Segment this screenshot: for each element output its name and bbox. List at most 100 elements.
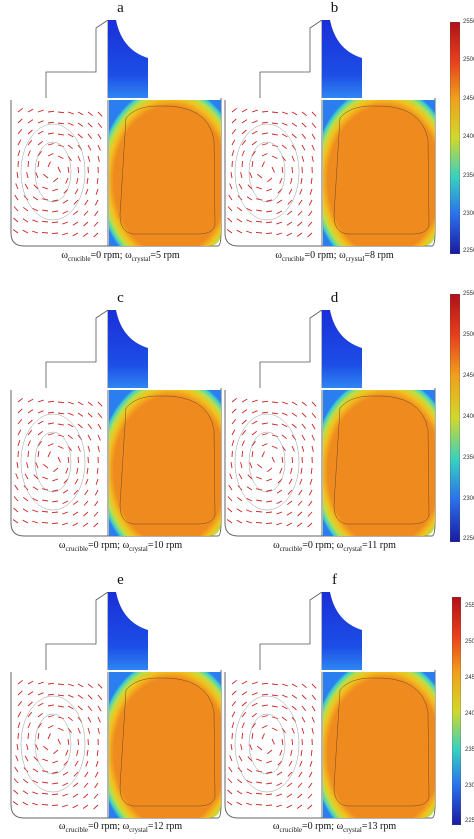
velocity-arrow: [32, 802, 39, 806]
velocity-arrow: [26, 462, 29, 469]
velocity-arrow: [97, 155, 100, 162]
panel-letter: f: [332, 572, 337, 588]
velocity-arrow: [32, 779, 39, 784]
velocity-arrow: [57, 683, 65, 686]
velocity-arrow: [13, 206, 19, 212]
velocity-arrow: [256, 209, 263, 212]
velocity-arrow: [281, 144, 287, 150]
velocity-arrow: [241, 691, 248, 696]
velocity-arrow: [286, 793, 293, 798]
velocity-arrow: [94, 489, 99, 496]
velocity-arrow: [37, 681, 44, 685]
velocity-arrow: [57, 738, 61, 745]
velocity-arrow: [35, 172, 39, 179]
velocity-arrow: [261, 411, 268, 414]
velocity-arrow: [57, 133, 64, 136]
panel-f: f ωcrucible=0 rpm; ωcrystal=13 rpm: [222, 572, 447, 837]
panel-letter: a: [117, 0, 124, 16]
velocity-arrow: [13, 778, 19, 784]
crystal-outline: [259, 20, 323, 98]
simulation-plot: [224, 310, 436, 537]
velocity-arrow: [228, 194, 233, 201]
velocity-arrow: [271, 401, 279, 404]
velocity-arrow: [82, 804, 89, 809]
velocity-arrow: [261, 433, 268, 436]
velocity-arrow: [52, 489, 59, 492]
velocity-arrow: [297, 511, 303, 517]
velocity-arrow: [241, 429, 247, 436]
velocity-arrow: [57, 166, 61, 173]
velocity-arrow: [251, 161, 254, 168]
panel-c: c ωcrucible=0 rpm; ωcrystal=10 rpm: [8, 290, 233, 555]
velocity-arrow: [311, 401, 317, 407]
velocity-arrow: [47, 161, 51, 168]
velocity-arrow: [87, 705, 93, 711]
velocity-arrow: [261, 400, 269, 403]
velocity-arrow: [53, 467, 59, 473]
velocity-arrow: [276, 782, 283, 787]
velocity-arrow: [291, 166, 294, 174]
velocity-arrow: [291, 111, 298, 116]
velocity-arrow: [237, 496, 243, 502]
velocity-arrow: [83, 210, 89, 216]
velocity-arrow: [251, 109, 258, 113]
velocity-arrow: [231, 139, 236, 146]
velocity-arrow: [77, 111, 84, 116]
velocity-arrow: [291, 133, 297, 139]
melt-temperature-field: [323, 390, 435, 536]
velocity-arrow: [62, 489, 69, 494]
velocity-arrow: [77, 738, 80, 746]
velocity-arrow: [307, 522, 313, 528]
velocity-arrow: [65, 177, 69, 184]
colorbar-gradient: [450, 22, 460, 254]
velocity-arrow: [47, 725, 54, 729]
velocity-arrow: [310, 749, 313, 756]
velocity-arrow: [256, 781, 263, 784]
velocity-arrow: [47, 132, 54, 135]
velocity-arrow: [229, 473, 233, 480]
colorbar-tick: 2550: [465, 603, 474, 609]
velocity-arrow: [230, 462, 233, 469]
velocity-arrow: [67, 423, 74, 428]
velocity-arrow: [67, 705, 74, 710]
velocity-arrow: [32, 497, 39, 502]
velocity-arrow: [77, 412, 84, 417]
velocity-arrow: [308, 489, 313, 496]
velocity-arrow: [17, 419, 23, 425]
circulation-loop: [34, 713, 72, 775]
velocity-arrow: [83, 511, 89, 517]
velocity-field: [12, 107, 103, 238]
velocity-arrow: [230, 172, 233, 179]
velocity-arrow: [26, 172, 29, 179]
velocity-arrow: [241, 398, 248, 403]
velocity-arrow: [47, 704, 54, 707]
velocity-arrow: [256, 488, 263, 491]
velocity-arrow: [231, 129, 237, 135]
velocity-arrow: [301, 445, 305, 452]
velocity-arrow: [17, 679, 23, 685]
velocity-arrow: [42, 476, 49, 480]
velocity-arrow: [281, 423, 288, 428]
velocity-arrow: [279, 749, 283, 756]
velocity-arrow: [257, 173, 263, 179]
velocity-arrow: [26, 744, 29, 751]
velocity-arrow: [286, 522, 293, 527]
velocity-arrow: [93, 522, 99, 528]
velocity-arrow: [77, 445, 81, 452]
velocity-arrow: [256, 758, 263, 762]
velocity-arrow: [35, 462, 39, 469]
velocity-arrow: [309, 760, 313, 767]
crystal-temperature-field: [322, 20, 362, 98]
velocity-arrow: [23, 778, 29, 784]
velocity-arrow: [291, 738, 294, 746]
velocity-arrow: [73, 199, 79, 205]
velocity-arrow: [77, 401, 84, 406]
velocity-arrow: [51, 804, 59, 807]
velocity-arrow: [311, 412, 317, 418]
velocity-arrow: [22, 229, 29, 234]
velocity-arrow: [299, 760, 303, 767]
velocity-arrow: [301, 412, 307, 418]
velocity-arrow: [51, 221, 59, 224]
velocity-arrow: [73, 489, 79, 495]
velocity-arrow: [288, 760, 293, 767]
